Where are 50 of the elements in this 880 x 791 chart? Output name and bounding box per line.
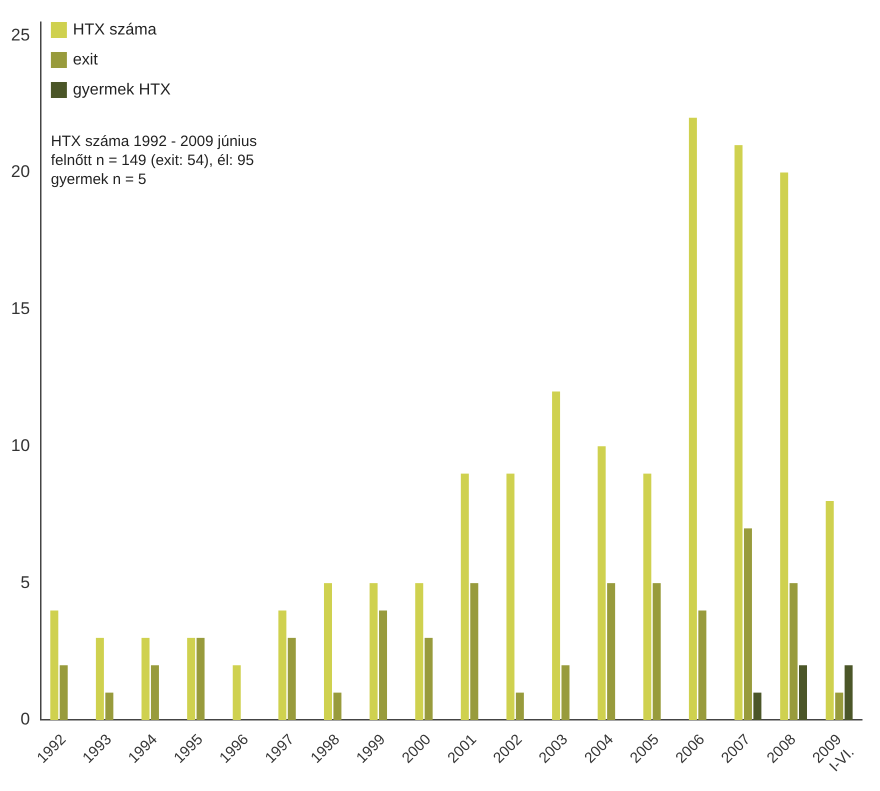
y-tick-label: 10 <box>10 436 30 455</box>
bar <box>753 692 762 720</box>
bar <box>96 638 104 720</box>
bar <box>652 583 661 720</box>
annotation: HTX száma 1992 - 2009 június <box>50 133 257 150</box>
bar <box>835 692 844 720</box>
bar <box>288 638 296 720</box>
bar <box>370 583 378 720</box>
annotation: felnőtt n = 149 (exit: 54), él: 95 <box>50 152 254 170</box>
bar <box>379 610 388 720</box>
bar <box>561 665 570 720</box>
bar <box>196 638 205 720</box>
bar <box>780 172 788 720</box>
legend-label: HTX száma <box>72 21 157 38</box>
bar <box>643 474 652 720</box>
bar <box>470 583 478 720</box>
bar <box>506 474 514 720</box>
bar <box>60 665 68 720</box>
bar <box>552 392 560 720</box>
bar <box>278 610 286 720</box>
legend-label: exit <box>72 51 98 68</box>
bar <box>415 583 424 720</box>
bar <box>187 638 196 720</box>
bar <box>798 665 808 720</box>
bar <box>333 692 342 720</box>
bar <box>424 638 433 720</box>
bar <box>790 583 798 720</box>
bar <box>607 583 616 720</box>
annotation: gyermek n = 5 <box>50 171 146 188</box>
y-tick-label: 20 <box>10 162 30 182</box>
y-tick-label: 15 <box>10 299 30 318</box>
y-tick-label: 25 <box>10 25 30 44</box>
bar <box>150 665 159 720</box>
bar <box>688 118 697 720</box>
bar <box>142 638 150 720</box>
bar <box>105 692 114 720</box>
y-tick-label: 5 <box>20 572 30 592</box>
bar <box>826 500 834 720</box>
bar <box>516 692 524 720</box>
y-tick-label: 0 <box>20 710 30 729</box>
bar <box>460 474 469 720</box>
bar <box>734 145 743 720</box>
bar <box>324 583 332 720</box>
bar <box>844 665 853 720</box>
bar <box>50 610 58 720</box>
bar <box>598 446 606 720</box>
bar <box>232 665 241 720</box>
bar <box>744 528 752 720</box>
legend-label: gyermek HTX <box>72 81 172 98</box>
bar <box>698 610 706 720</box>
